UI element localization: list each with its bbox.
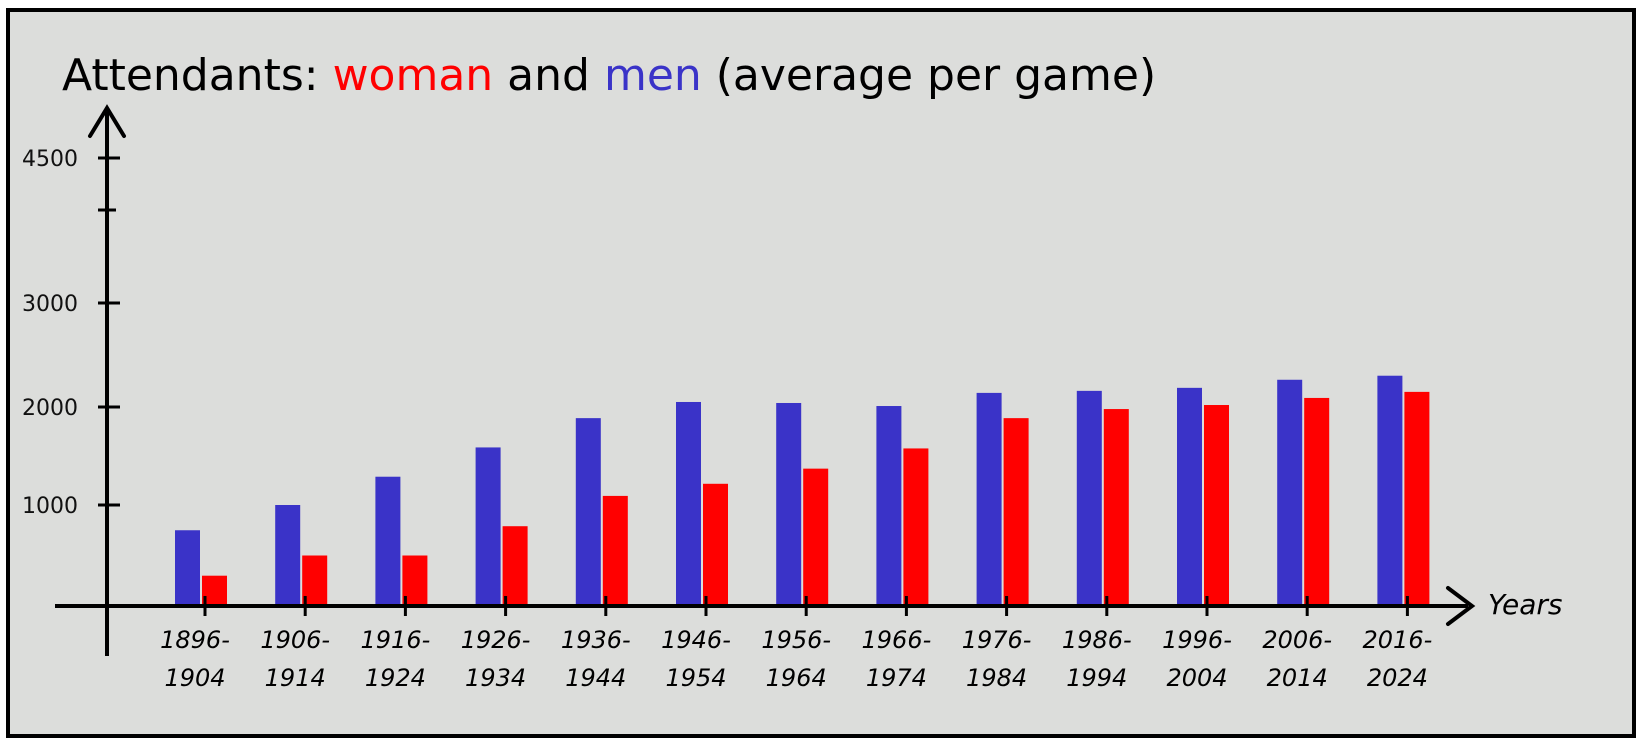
bar-woman <box>1204 405 1229 604</box>
bar-men <box>475 447 501 606</box>
bar-woman <box>903 448 929 604</box>
x-tick-label: 2014 <box>1267 664 1328 692</box>
bar-men <box>676 401 701 606</box>
x-tick-label: 1984 <box>966 664 1027 692</box>
x-tick-label: 1914 <box>265 664 326 692</box>
bar-woman <box>502 526 528 604</box>
bar-men <box>876 406 902 606</box>
bar-woman <box>703 483 728 604</box>
x-tick-label: 2016- <box>1363 626 1433 654</box>
x-tick-label: 1934 <box>465 664 526 692</box>
bar-woman <box>302 555 328 604</box>
x-tick-label: 1896- <box>160 626 230 654</box>
bar-woman <box>1103 409 1129 604</box>
y-tick-label: 2000 <box>22 396 78 421</box>
x-tick-label: 1976- <box>962 626 1032 654</box>
bar-men <box>275 505 301 606</box>
x-axis-arrow <box>1446 586 1476 626</box>
x-tick-label: 1956- <box>761 626 831 654</box>
bar-men <box>1277 379 1303 606</box>
x-tick-label: 1994 <box>1066 664 1127 692</box>
bar-men <box>575 418 601 606</box>
bar-woman <box>402 555 428 604</box>
y-axis-arrow <box>88 104 126 138</box>
chart-title: Attendants: woman and men (average per g… <box>62 50 1156 101</box>
x-axis-label: Years <box>1488 588 1563 621</box>
x-tick-label: 1974 <box>866 664 927 692</box>
x-tick-label: 2024 <box>1367 664 1428 692</box>
x-tick-label: 1966- <box>862 626 932 654</box>
bar-men <box>1377 375 1403 606</box>
bar-men <box>1177 387 1202 606</box>
bar-men <box>776 402 802 606</box>
title-part: men <box>604 50 702 101</box>
x-tick-label: 1986- <box>1062 626 1132 654</box>
chart-board <box>6 8 1636 738</box>
x-tick-label: 1906- <box>260 626 330 654</box>
title-part: and <box>493 50 604 101</box>
x-tick-label: 1924 <box>365 664 426 692</box>
bar-men <box>175 530 200 606</box>
x-tick-label: 1954 <box>665 664 726 692</box>
y-tick-label: 1000 <box>22 494 78 519</box>
y-tick-label: 4500 <box>22 147 78 172</box>
x-tick-label: 1916- <box>361 626 431 654</box>
bar-men <box>976 392 1002 606</box>
y-tick-label: 3000 <box>22 292 78 317</box>
x-tick-label: 1946- <box>661 626 731 654</box>
bar-men <box>375 476 401 606</box>
title-part: woman <box>333 50 494 101</box>
x-tick-label: 1944 <box>565 664 626 692</box>
bar-woman <box>803 468 829 604</box>
x-tick-label: 1936- <box>561 626 631 654</box>
bar-woman <box>1404 391 1430 604</box>
x-tick-label: 1996- <box>1162 626 1232 654</box>
x-tick-label: 2004 <box>1166 664 1227 692</box>
x-tick-label: 1926- <box>461 626 531 654</box>
title-part: (average per game) <box>702 50 1156 101</box>
bar-woman <box>1003 418 1029 604</box>
x-tick-label: 2006- <box>1262 626 1332 654</box>
bar-woman <box>602 495 628 604</box>
title-part: Attendants: <box>62 50 333 101</box>
bar-men <box>1076 390 1102 606</box>
x-tick-label: 1904 <box>164 664 225 692</box>
x-tick-label: 1964 <box>766 664 827 692</box>
bar-woman <box>1304 397 1330 604</box>
